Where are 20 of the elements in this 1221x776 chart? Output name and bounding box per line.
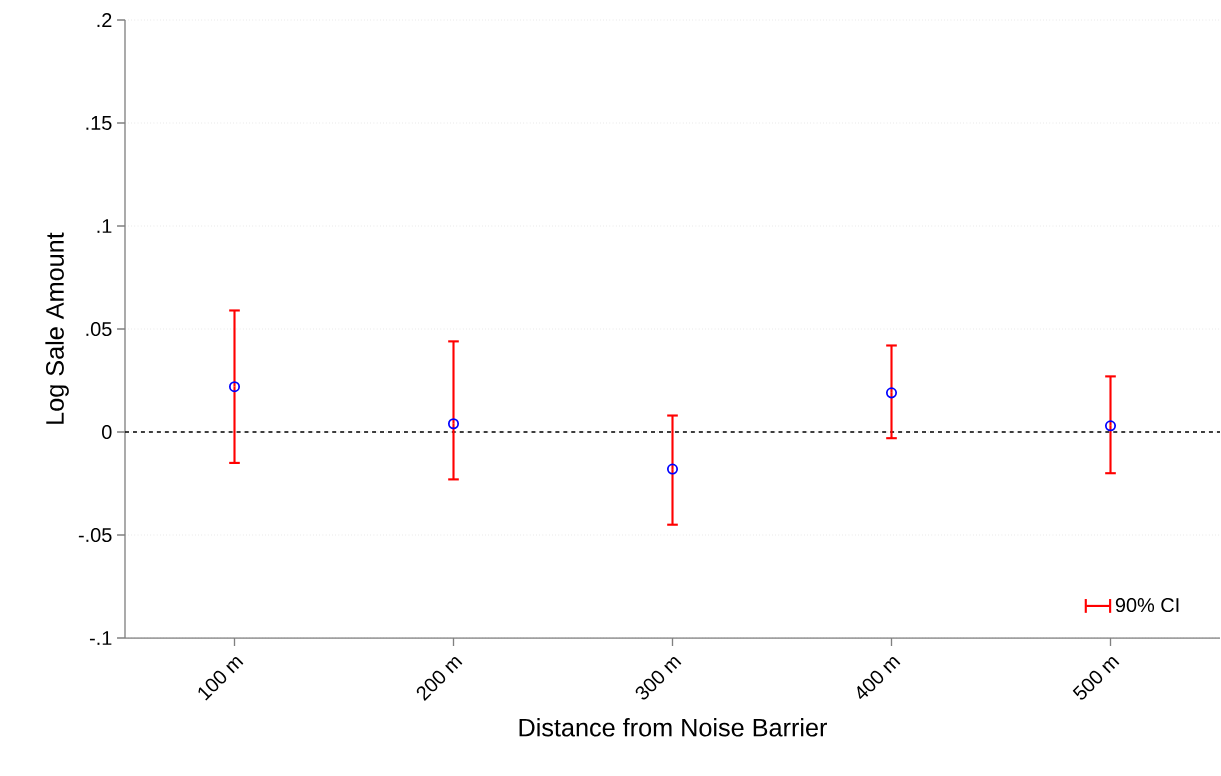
y-tick-label: .05 [86,321,112,337]
x-tick-label: 300 m [635,656,682,700]
y-tick-label: .15 [86,116,112,130]
y-axis-title: Log Sale Amount [45,232,69,424]
x-tick-label: 500 m [1072,656,1120,700]
x-axis-title: Distance from Noise Barrier [519,718,827,737]
x-tick-label: 400 m [857,656,901,700]
y-tick-label: .1 [97,219,112,233]
y-tick-label: -.05 [78,527,112,543]
x-tick-label: 200 m [416,656,463,701]
point [1104,420,1117,432]
point [666,463,679,475]
point [885,387,898,399]
y-tick-label: -.1 [89,631,112,645]
x-tick-label: 100 m [198,656,244,701]
y-tick-label: .2 [97,13,112,27]
point [447,418,460,430]
y-tick-label: 0 [102,424,112,440]
text: 90% CI [1115,597,1179,613]
point [228,381,241,393]
